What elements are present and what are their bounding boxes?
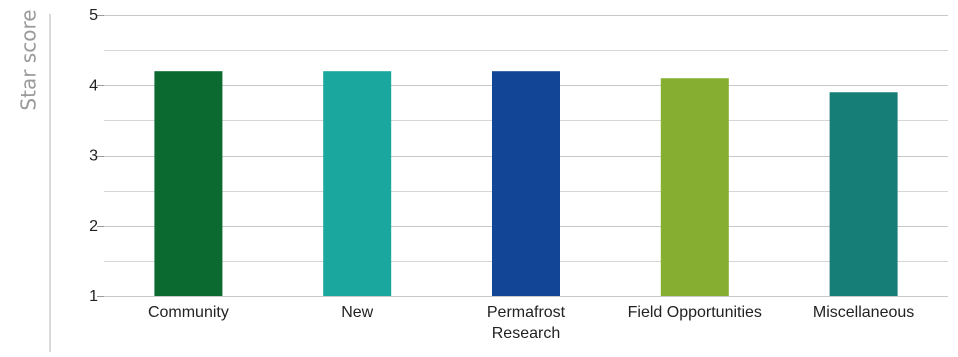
bar — [323, 71, 392, 296]
bar — [829, 92, 898, 297]
bars — [154, 71, 898, 297]
x-tick-label: New — [341, 304, 373, 321]
y-axis-title: Star score — [17, 9, 41, 110]
x-tick-label: Permafrost Research — [487, 304, 566, 342]
y-tick-label: 3 — [89, 148, 98, 165]
x-axis-labels: Community New Permafrost Research Field Oppo… — [148, 304, 914, 342]
y-axis-ticks: 1 2 3 4 5 — [89, 7, 104, 305]
y-tick-label: 5 — [89, 7, 98, 24]
y-tick-label: 4 — [89, 77, 98, 94]
bar — [492, 71, 560, 296]
bar — [660, 78, 729, 296]
y-tick-label: 2 — [89, 218, 98, 235]
y-tick-label: 1 — [89, 288, 98, 305]
x-tick-label: Community — [148, 304, 229, 321]
x-tick-label: Field Opportunities — [628, 304, 762, 321]
bar — [154, 71, 223, 296]
x-tick-label: Miscellaneous — [813, 304, 914, 321]
y-axis-label: Star score — [17, 9, 41, 110]
